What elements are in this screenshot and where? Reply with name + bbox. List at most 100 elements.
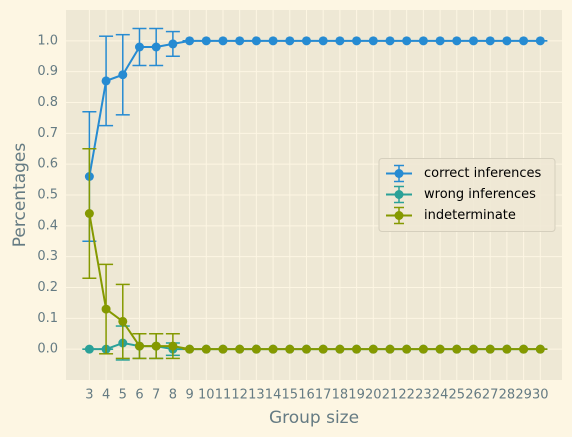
- data-point: [134, 42, 144, 52]
- data-point: [268, 36, 278, 46]
- legend-label: wrong inferences: [424, 187, 536, 202]
- y-tick-label: 0.0: [37, 342, 58, 357]
- y-tick-label: 0.4: [37, 218, 58, 233]
- data-point: [402, 36, 412, 46]
- data-point: [201, 36, 211, 46]
- data-point: [502, 344, 512, 354]
- data-point: [435, 344, 445, 354]
- x-tick-label: 7: [152, 388, 160, 403]
- x-tick-label: 18: [332, 388, 349, 403]
- data-point: [251, 36, 261, 46]
- data-point: [251, 344, 261, 354]
- y-tick-label: 0.2: [37, 280, 58, 295]
- data-point: [402, 344, 412, 354]
- x-tick-label: 6: [135, 388, 143, 403]
- legend-label: correct inferences: [424, 166, 542, 181]
- data-point: [268, 344, 278, 354]
- data-point: [519, 344, 529, 354]
- data-point: [502, 36, 512, 46]
- y-tick-label: 0.7: [37, 126, 58, 141]
- data-point: [435, 36, 445, 46]
- series-line: [88, 213, 541, 351]
- series-line: [88, 39, 541, 177]
- y-tick-label: 0.5: [37, 188, 58, 203]
- data-point: [101, 304, 111, 314]
- x-tick-label: 13: [248, 388, 265, 403]
- y-tick-label: 0.8: [37, 95, 58, 110]
- data-point: [218, 344, 228, 354]
- data-point: [235, 344, 245, 354]
- legend-marker: [394, 169, 404, 178]
- data-point: [519, 36, 529, 46]
- x-tick-label: 5: [119, 388, 127, 403]
- x-tick-label: 17: [315, 388, 332, 403]
- x-tick-label: 26: [465, 388, 482, 403]
- data-point: [301, 36, 311, 46]
- y-tick-label: 0.9: [37, 64, 58, 79]
- data-point: [468, 36, 478, 46]
- data-point: [84, 344, 94, 354]
- data-point: [168, 341, 178, 351]
- x-tick-label: 4: [102, 388, 110, 403]
- data-point: [168, 39, 178, 49]
- data-point: [318, 36, 328, 46]
- data-point: [218, 36, 228, 46]
- x-tick-label: 25: [449, 388, 466, 403]
- data-point: [201, 344, 211, 354]
- x-tick-label: 21: [382, 388, 399, 403]
- x-tick-label: 16: [298, 388, 315, 403]
- series: [82, 27, 548, 242]
- data-point: [385, 344, 395, 354]
- legend-box: [378, 158, 556, 232]
- data-point: [235, 36, 245, 46]
- data-point: [134, 341, 144, 351]
- data-point: [485, 344, 495, 354]
- x-axis-label: Group size: [269, 408, 359, 428]
- data-point: [452, 344, 462, 354]
- data-point: [468, 344, 478, 354]
- data-point: [84, 209, 94, 218]
- data-point: [368, 36, 378, 46]
- y-axis-label: Percentages: [10, 143, 30, 248]
- legend: correct inferences wrong inferences indete…: [378, 158, 556, 232]
- x-tick-label: 14: [265, 388, 282, 403]
- x-tick-label: 3: [85, 388, 93, 403]
- data-point: [485, 36, 495, 46]
- data-point: [151, 341, 161, 351]
- x-tick-label: 23: [415, 388, 432, 403]
- data-point: [151, 42, 161, 52]
- data-point: [318, 344, 328, 354]
- x-tick-label: 20: [365, 388, 382, 403]
- data-point: [185, 344, 195, 354]
- data-point: [352, 36, 362, 46]
- data-point: [352, 344, 362, 354]
- y-tick-label: 1.0: [37, 33, 58, 48]
- data-point: [368, 344, 378, 354]
- data-point: [118, 70, 128, 80]
- y-tick-label: 0.3: [37, 249, 58, 264]
- x-tick-label: 8: [169, 388, 177, 403]
- legend-marker: [394, 190, 404, 199]
- series: [82, 148, 548, 360]
- data-point: [418, 36, 428, 46]
- data-point: [101, 76, 111, 86]
- data-point: [285, 36, 295, 46]
- x-tick-label: 11: [215, 388, 232, 403]
- x-tick-label: 30: [532, 388, 549, 403]
- x-tick-label: 22: [398, 388, 415, 403]
- y-tick-label: 0.6: [37, 157, 58, 172]
- data-point: [335, 36, 345, 46]
- data-point: [185, 36, 195, 46]
- x-tick-label: 29: [515, 388, 532, 403]
- y-tick-label: 0.1: [37, 311, 58, 326]
- data-point: [118, 316, 128, 326]
- data-point: [301, 344, 311, 354]
- data-point: [535, 36, 545, 46]
- data-point: [285, 344, 295, 354]
- data-point: [535, 344, 545, 354]
- data-point: [335, 344, 345, 354]
- legend-marker: [394, 211, 404, 220]
- data-point: [385, 36, 395, 46]
- x-tick-label: 24: [432, 388, 449, 403]
- x-tick-label: 28: [499, 388, 516, 403]
